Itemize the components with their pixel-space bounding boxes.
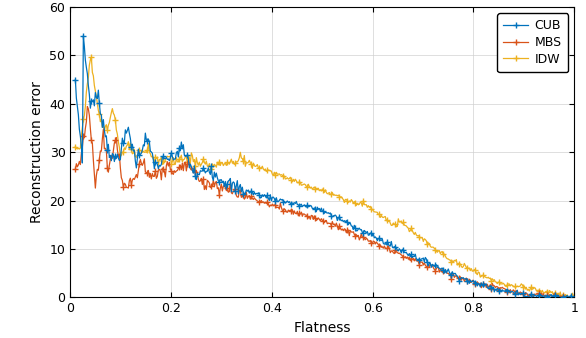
CUB: [313, 210, 320, 214]
IDW: [313, 186, 320, 190]
CUB: [561, 295, 568, 299]
CUB: [72, 78, 79, 82]
IDW: [310, 186, 317, 190]
Legend: CUB, MBS, IDW: CUB, MBS, IDW: [497, 13, 568, 72]
MBS: [84, 104, 91, 108]
IDW: [482, 275, 489, 279]
IDW: [571, 294, 578, 298]
CUB: [482, 282, 489, 286]
MBS: [482, 283, 489, 287]
IDW: [560, 292, 567, 296]
MBS: [561, 294, 568, 298]
MBS: [313, 218, 320, 222]
IDW: [561, 295, 568, 299]
CUB: [370, 232, 377, 236]
CUB: [571, 295, 578, 299]
CUB: [343, 218, 350, 222]
MBS: [310, 217, 317, 221]
CUB: [80, 34, 87, 38]
MBS: [343, 231, 350, 235]
Line: CUB: CUB: [73, 33, 577, 300]
MBS: [370, 239, 377, 243]
IDW: [343, 197, 350, 201]
Line: MBS: MBS: [73, 104, 577, 300]
CUB: [521, 295, 528, 299]
MBS: [571, 295, 578, 299]
IDW: [72, 145, 79, 149]
X-axis label: Flatness: Flatness: [294, 321, 351, 335]
IDW: [370, 209, 377, 213]
MBS: [530, 295, 537, 299]
IDW: [88, 55, 95, 59]
MBS: [72, 167, 79, 171]
CUB: [310, 207, 317, 211]
Line: IDW: IDW: [73, 55, 577, 300]
Y-axis label: Reconstruction error: Reconstruction error: [30, 81, 44, 223]
